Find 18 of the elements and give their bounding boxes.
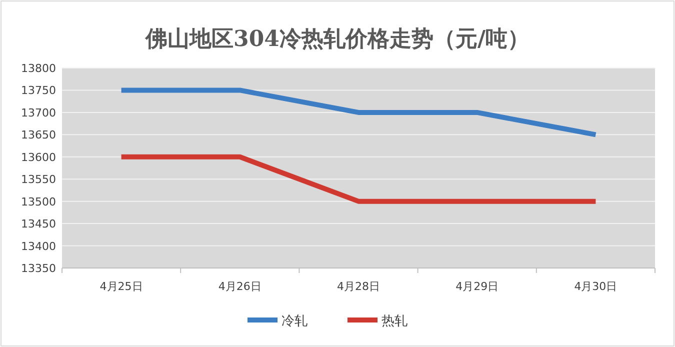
legend-label: 热轧 [382,314,408,329]
y-tick-label: 13350 [21,262,56,275]
x-tick-label: 4月28日 [337,280,380,293]
y-tick-label: 13450 [21,218,56,231]
y-tick-label: 13800 [21,62,56,75]
x-tick-label: 4月25日 [100,280,143,293]
x-tick-label: 4月29日 [456,280,499,293]
x-tick-label: 4月30日 [574,280,618,293]
y-tick-label: 13600 [21,150,56,164]
x-tick-label: 4月26日 [218,280,262,293]
chart-title: 佛山地区304冷热轧价格走势（元/吨） [144,26,530,52]
y-tick-label: 13550 [21,173,56,186]
legend-label: 冷轧 [282,314,308,329]
y-tick-label: 13700 [21,106,56,120]
y-tick-label: 13650 [21,128,56,142]
y-tick-label: 13400 [21,240,56,253]
y-tick-label: 13750 [21,84,56,98]
y-tick-label: 13500 [21,195,56,208]
